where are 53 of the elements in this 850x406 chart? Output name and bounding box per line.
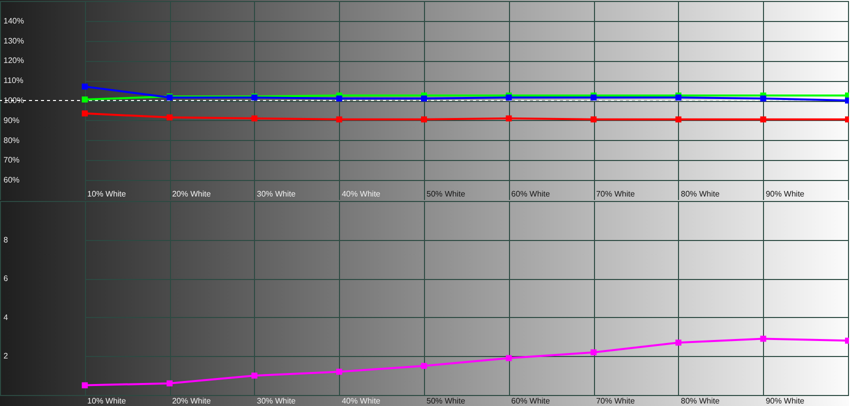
point: [82, 96, 88, 103]
point: [166, 380, 173, 386]
x-tick-label: 30% White: [256, 396, 296, 406]
point: [251, 115, 258, 122]
y-tick-label: 60%: [4, 176, 20, 185]
point: [336, 368, 342, 375]
point: [336, 96, 342, 102]
y-tick-label: 120%: [4, 56, 24, 66]
x-tick-label: 20% White: [172, 190, 212, 198]
point: [590, 116, 597, 122]
point: [251, 372, 258, 379]
y-tick-label: 4: [4, 312, 8, 322]
point: [82, 110, 88, 116]
x-tick-label: 40% White: [342, 190, 381, 198]
x-tick-label: 90% White: [766, 190, 805, 198]
point: [760, 336, 766, 342]
point: [760, 96, 766, 102]
x-tick-label: 40% White: [342, 396, 381, 406]
y-tick-label: 8: [4, 235, 8, 244]
point: [506, 115, 512, 122]
point: [675, 340, 682, 346]
point: [421, 116, 427, 122]
point: [675, 116, 682, 122]
point: [166, 114, 173, 120]
x-tick-label: 50% White: [426, 396, 466, 406]
point: [421, 96, 427, 102]
x-tick-label: 70% White: [596, 190, 636, 198]
x-tick-label: 50% White: [426, 190, 466, 198]
x-tick-label: 10% White: [87, 190, 127, 198]
point: [421, 362, 427, 369]
x-tick-label: 70% White: [596, 396, 636, 406]
x-tick-label: 90% White: [766, 396, 805, 406]
y-tick-label: 110%: [4, 76, 24, 86]
x-tick-label: 60% White: [511, 190, 551, 198]
x-tick-label: 10% White: [87, 396, 127, 406]
y-tick-label: 80%: [4, 136, 20, 145]
x-tick-label: 80% White: [680, 396, 720, 406]
y-tick-label: 6: [4, 274, 8, 284]
point: [590, 349, 597, 356]
x-tick-label: 60% White: [511, 396, 551, 406]
y-tick-label: 90%: [4, 116, 20, 125]
y-tick-label: 2: [4, 352, 8, 361]
point: [336, 116, 342, 122]
point: [82, 84, 88, 90]
x-tick-label: 80% White: [680, 190, 720, 198]
point: [760, 116, 766, 122]
point: [82, 382, 88, 388]
x-tick-label: 30% White: [256, 190, 296, 198]
y-tick-label: 70%: [4, 156, 20, 165]
point: [506, 355, 512, 362]
y-tick-label: 140%: [4, 16, 24, 26]
y-tick-label: 130%: [4, 36, 24, 46]
x-tick-label: 20% White: [172, 396, 212, 406]
